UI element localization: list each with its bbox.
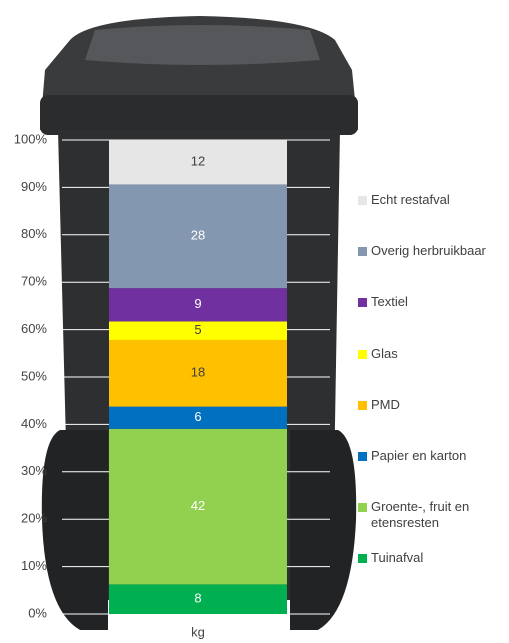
data-label: 5 — [194, 322, 201, 337]
legend-label: Tuinafval — [371, 550, 423, 566]
data-label: 9 — [194, 296, 201, 311]
page: {"chart_data": {"type": "bar", "stacking… — [0, 0, 509, 643]
data-label: 18 — [191, 365, 205, 380]
y-tick-label: 30% — [21, 463, 47, 478]
y-tick-label: 0% — [28, 605, 47, 620]
legend-item: Tuinafval — [358, 550, 506, 566]
legend-label: Textiel — [371, 294, 408, 310]
legend-swatch — [358, 452, 367, 461]
data-label: 8 — [194, 591, 201, 606]
legend-item: Groente-, fruit en etensresten — [358, 499, 506, 531]
legend-swatch — [358, 247, 367, 256]
legend-swatch — [358, 196, 367, 205]
legend: Tuinafval Groente-, fruit en etensresten P… — [358, 0, 508, 643]
data-label: 28 — [191, 228, 205, 243]
legend-swatch — [358, 503, 367, 512]
data-label: 42 — [191, 498, 205, 513]
legend-swatch — [358, 298, 367, 307]
legend-item: Echt restafval — [358, 192, 506, 208]
legend-swatch — [358, 350, 367, 359]
data-label: 6 — [194, 409, 201, 424]
legend-swatch — [358, 401, 367, 410]
legend-label: Glas — [371, 346, 398, 362]
legend-label: Papier en karton — [371, 448, 466, 464]
legend-item: PMD — [358, 397, 506, 413]
legend-item: Textiel — [358, 294, 506, 310]
y-tick-label: 100% — [14, 131, 48, 146]
y-tick-label: 10% — [21, 558, 47, 573]
y-tick-label: 80% — [21, 226, 47, 241]
x-tick-label: kg — [191, 624, 205, 639]
legend-label: PMD — [371, 397, 400, 413]
y-tick-label: 50% — [21, 368, 47, 383]
legend-label: Overig herbruikbaar — [371, 243, 486, 259]
y-tick-label: 40% — [21, 416, 47, 431]
legend-label: Echt restafval — [371, 192, 450, 208]
legend-item: Papier en karton — [358, 448, 506, 464]
y-tick-label: 60% — [21, 321, 47, 336]
y-tick-label: 20% — [21, 511, 47, 526]
legend-item: Overig herbruikbaar — [358, 243, 506, 259]
legend-item: Glas — [358, 346, 506, 362]
legend-swatch — [358, 554, 367, 563]
y-tick-label: 90% — [21, 179, 47, 194]
data-label: 12 — [191, 154, 205, 169]
legend-label: Groente-, fruit en etensresten — [371, 499, 506, 531]
y-tick-label: 70% — [21, 274, 47, 289]
